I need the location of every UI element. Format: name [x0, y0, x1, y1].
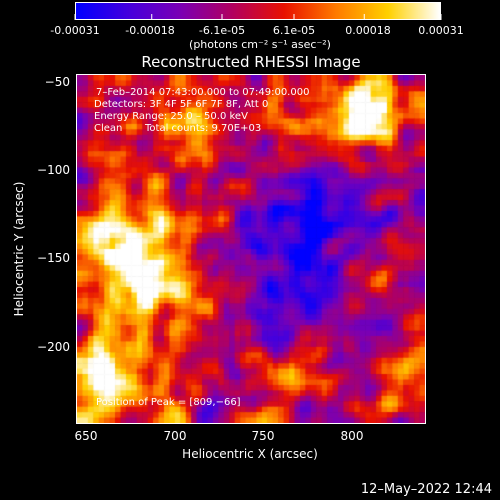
- heatmap-image: [77, 75, 425, 423]
- y-tick-label: −150: [37, 251, 70, 265]
- colorbar-tick-label: 6.1e-05: [272, 24, 316, 37]
- y-tick-label: −50: [44, 75, 70, 89]
- colorbar-units: (photons cm⁻² s⁻¹ asec⁻²): [189, 38, 331, 51]
- annotation-peak-position: Position of Peak = [809,−66]: [96, 397, 241, 408]
- annotation-energy: Energy Range: 25.0 – 50.0 keV: [94, 111, 248, 122]
- plot-frame: [76, 74, 426, 424]
- annotation-total-counts: Total counts: 9.70E+03: [145, 123, 262, 134]
- x-tick-label: 650: [74, 429, 98, 443]
- colorbar-tick-label: -0.00031: [50, 24, 100, 37]
- annotation-clean: Clean: [94, 123, 123, 134]
- footer-date: 12–May–2022 12:44: [360, 482, 492, 497]
- colorbar-tick-label: -6.1e-05: [198, 24, 246, 37]
- chart-title: Reconstructed RHESSI Image: [141, 53, 361, 71]
- y-axis-label: Heliocentric Y (arcsec): [12, 181, 26, 317]
- colorbar: [75, 2, 441, 20]
- x-tick-label: 800: [340, 429, 364, 443]
- annotation-time-range: 7–Feb–2014 07:43:00.000 to 07:49:00.000: [96, 87, 310, 98]
- colorbar-tick-label: 0.00018: [345, 24, 391, 37]
- y-tick-label: −100: [37, 163, 70, 177]
- y-tick-label: −200: [37, 340, 70, 354]
- x-axis-label: Heliocentric X (arcsec): [182, 447, 318, 461]
- colorbar-tick-label: 0.00031: [418, 24, 464, 37]
- x-tick-label: 700: [163, 429, 187, 443]
- x-tick-label: 750: [251, 429, 275, 443]
- annotation-detectors: Detectors: 3F 4F 5F 6F 7F 8F, Att 0: [94, 99, 269, 110]
- colorbar-tick-label: -0.00018: [125, 24, 175, 37]
